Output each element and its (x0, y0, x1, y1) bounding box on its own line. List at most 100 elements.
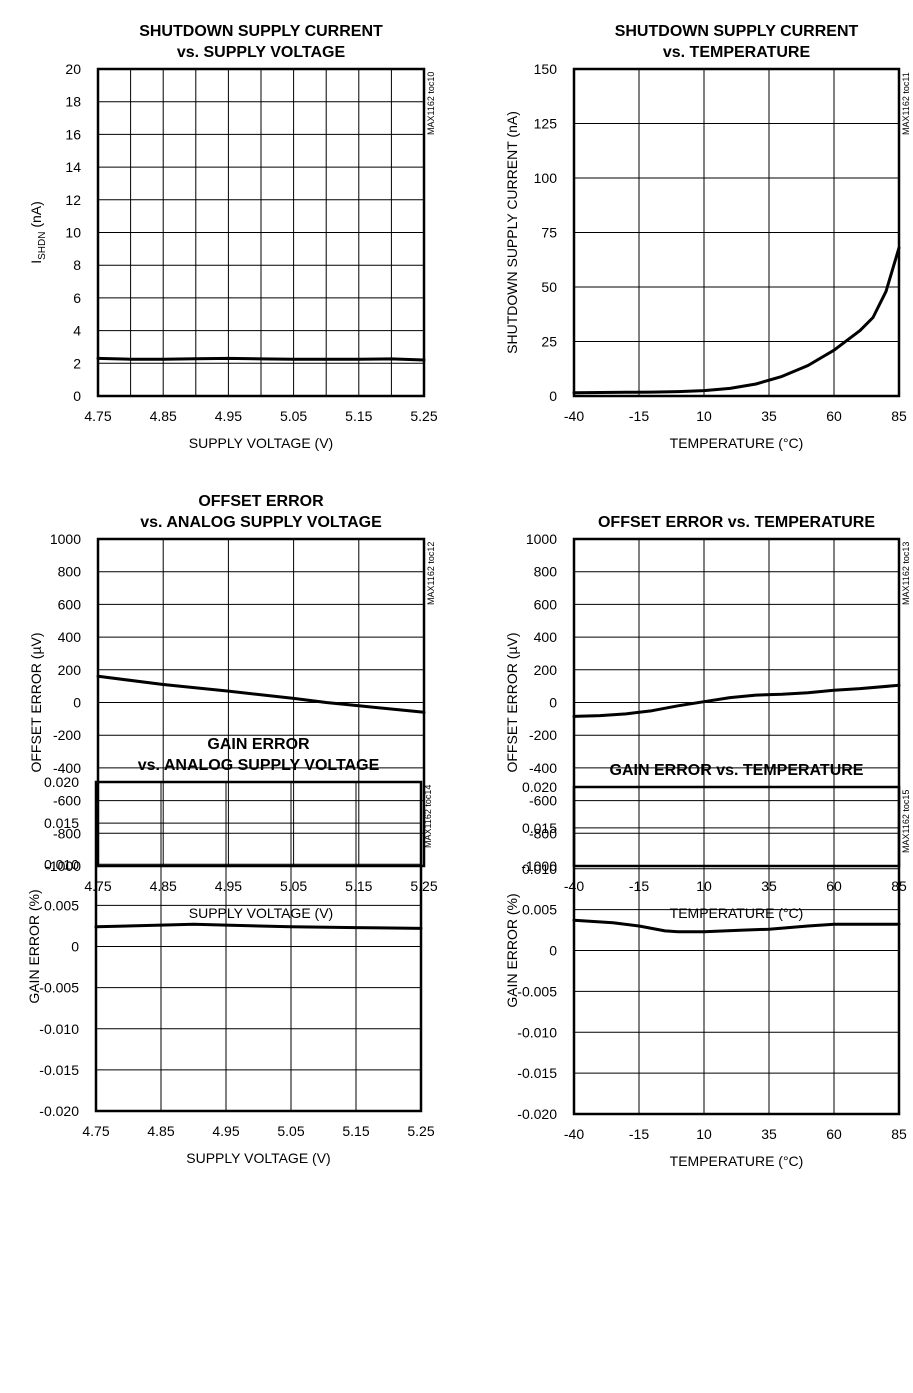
chart-title: OFFSET ERROR (198, 493, 324, 510)
plot-frame (96, 67, 426, 398)
x-tick-label: 5.25 (410, 408, 437, 424)
y-tick-label: 0.005 (44, 897, 79, 913)
y-tick-label: 0 (71, 939, 79, 955)
x-tick-label: 35 (761, 408, 777, 424)
y-tick-label: 400 (534, 629, 558, 645)
y-tick-label: -0.010 (517, 1024, 557, 1040)
chart-1: SHUTDOWN SUPPLY CURRENT vs. SUPPLY VOLTAG… (28, 23, 438, 451)
x-axis-label: SUPPLY VOLTAGE (V) (189, 905, 333, 921)
y-tick-label: 0.010 (522, 861, 557, 877)
plot-frame (572, 67, 901, 398)
y-tick-label: 10 (65, 225, 81, 241)
y-tick-label: 0.005 (522, 902, 557, 918)
x-tick-label: 85 (891, 408, 907, 424)
y-tick-label: 125 (534, 116, 558, 132)
grid (98, 69, 424, 396)
y-tick-label: 1000 (50, 531, 81, 547)
x-tick-label: 5.05 (280, 878, 307, 894)
y-tick-label: 0.015 (522, 820, 557, 836)
y-tick-label: -0.015 (39, 1062, 79, 1078)
plot-frame (94, 780, 423, 1113)
y-tick-label: -0.020 (39, 1103, 79, 1119)
x-axis-label: TEMPERATURE (°C) (670, 435, 804, 451)
y-axis-label: OFFSET ERROR (µV) (504, 632, 520, 772)
x-tick-label: 4.85 (150, 408, 177, 424)
y-tick-label: 16 (65, 126, 81, 142)
part-tag: MAX1162 toc14 (423, 785, 433, 848)
grid (96, 782, 421, 1111)
y-tick-label: -0.015 (517, 1065, 557, 1081)
y-tick-label: -0.005 (39, 980, 79, 996)
part-tag: MAX1162 toc12 (426, 542, 436, 605)
y-tick-label: -800 (53, 825, 81, 841)
y-tick-label: -200 (529, 727, 557, 743)
y-tick-label: 200 (534, 662, 558, 678)
series-line (572, 683, 901, 718)
chart-title: vs. TEMPERATURE (663, 44, 811, 61)
y-tick-label: -0.005 (517, 983, 557, 999)
chart-3: OFFSET ERROR vs. ANALOG SUPPLY VOLTAGE -10… (28, 493, 438, 921)
chart-title: OFFSET ERROR vs. TEMPERATURE (598, 514, 875, 531)
chart-5: GAIN ERROR vs. ANALOG SUPPLY VOLTAGE -0.02… (26, 736, 435, 1166)
x-tick-label: 5.15 (345, 878, 372, 894)
x-tick-label: 4.85 (150, 878, 177, 894)
x-tick-label: -40 (564, 1126, 584, 1142)
part-tag: MAX1162 toc15 (901, 790, 911, 853)
y-tick-label: -400 (53, 760, 81, 776)
chart-title: SHUTDOWN SUPPLY CURRENT (139, 23, 383, 40)
y-tick-label: -800 (529, 825, 557, 841)
chart-title: vs. SUPPLY VOLTAGE (177, 44, 346, 61)
x-tick-label: 60 (826, 408, 842, 424)
y-axis-label: GAIN ERROR (%) (26, 889, 42, 1003)
y-axis-label: GAIN ERROR (%) (504, 893, 520, 1007)
x-tick-label: 4.75 (84, 408, 111, 424)
grid (98, 539, 424, 866)
y-tick-label: 400 (58, 629, 82, 645)
grid (574, 69, 899, 396)
part-tag: MAX1162 toc11 (901, 72, 911, 135)
series-line (96, 356, 426, 362)
chart-4: OFFSET ERROR vs. TEMPERATURE -1000 -800 -60… (504, 514, 911, 921)
series-line (572, 246, 901, 395)
plot-frame (572, 785, 901, 1116)
series-line (94, 922, 423, 930)
y-tick-label: 800 (534, 564, 558, 580)
y-tick-label: 0 (549, 388, 557, 404)
x-tick-label: 4.75 (84, 878, 111, 894)
x-axis-label: TEMPERATURE (°C) (670, 1153, 804, 1169)
chart-title: vs. ANALOG SUPPLY VOLTAGE (138, 757, 380, 774)
y-tick-label: -400 (529, 760, 557, 776)
y-tick-label: 600 (534, 596, 558, 612)
y-tick-label: -1000 (521, 858, 557, 874)
y-tick-label: -600 (529, 793, 557, 809)
y-tick-label: 0 (549, 943, 557, 959)
y-tick-label: 600 (58, 596, 82, 612)
y-tick-label: 150 (534, 61, 558, 77)
part-tag: MAX1162 toc10 (426, 72, 436, 135)
chart-title: vs. ANALOG SUPPLY VOLTAGE (140, 514, 382, 531)
y-axis-label: OFFSET ERROR (µV) (28, 632, 44, 772)
y-tick-label: 4 (73, 323, 81, 339)
y-tick-label: 0 (549, 695, 557, 711)
y-tick-label: -200 (53, 727, 81, 743)
series-line (572, 918, 901, 934)
x-tick-label: 5.05 (280, 408, 307, 424)
y-tick-label: 14 (65, 159, 81, 175)
y-axis-label: SHUTDOWN SUPPLY CURRENT (nA) (504, 111, 520, 354)
chart-title: GAIN ERROR (207, 736, 310, 753)
x-axis-label: SUPPLY VOLTAGE (V) (186, 1150, 330, 1166)
y-tick-label: 2 (73, 355, 81, 371)
chart-2: SHUTDOWN SUPPLY CURRENT vs. TEMPERATURE 0 2… (504, 23, 911, 451)
y-tick-label: 0.020 (44, 774, 79, 790)
y-tick-label: 0 (73, 388, 81, 404)
x-axis-label: SUPPLY VOLTAGE (V) (189, 435, 333, 451)
x-tick-label: 5.25 (410, 878, 437, 894)
y-tick-label: 800 (58, 564, 82, 580)
y-tick-label: -0.020 (517, 1106, 557, 1122)
plot-frame (572, 537, 901, 868)
y-tick-label: 0.020 (522, 779, 557, 795)
x-tick-label: -15 (629, 1126, 649, 1142)
x-tick-label: 4.85 (147, 1123, 174, 1139)
x-axis-label: TEMPERATURE (°C) (670, 905, 804, 921)
x-tick-label: 4.75 (82, 1123, 109, 1139)
